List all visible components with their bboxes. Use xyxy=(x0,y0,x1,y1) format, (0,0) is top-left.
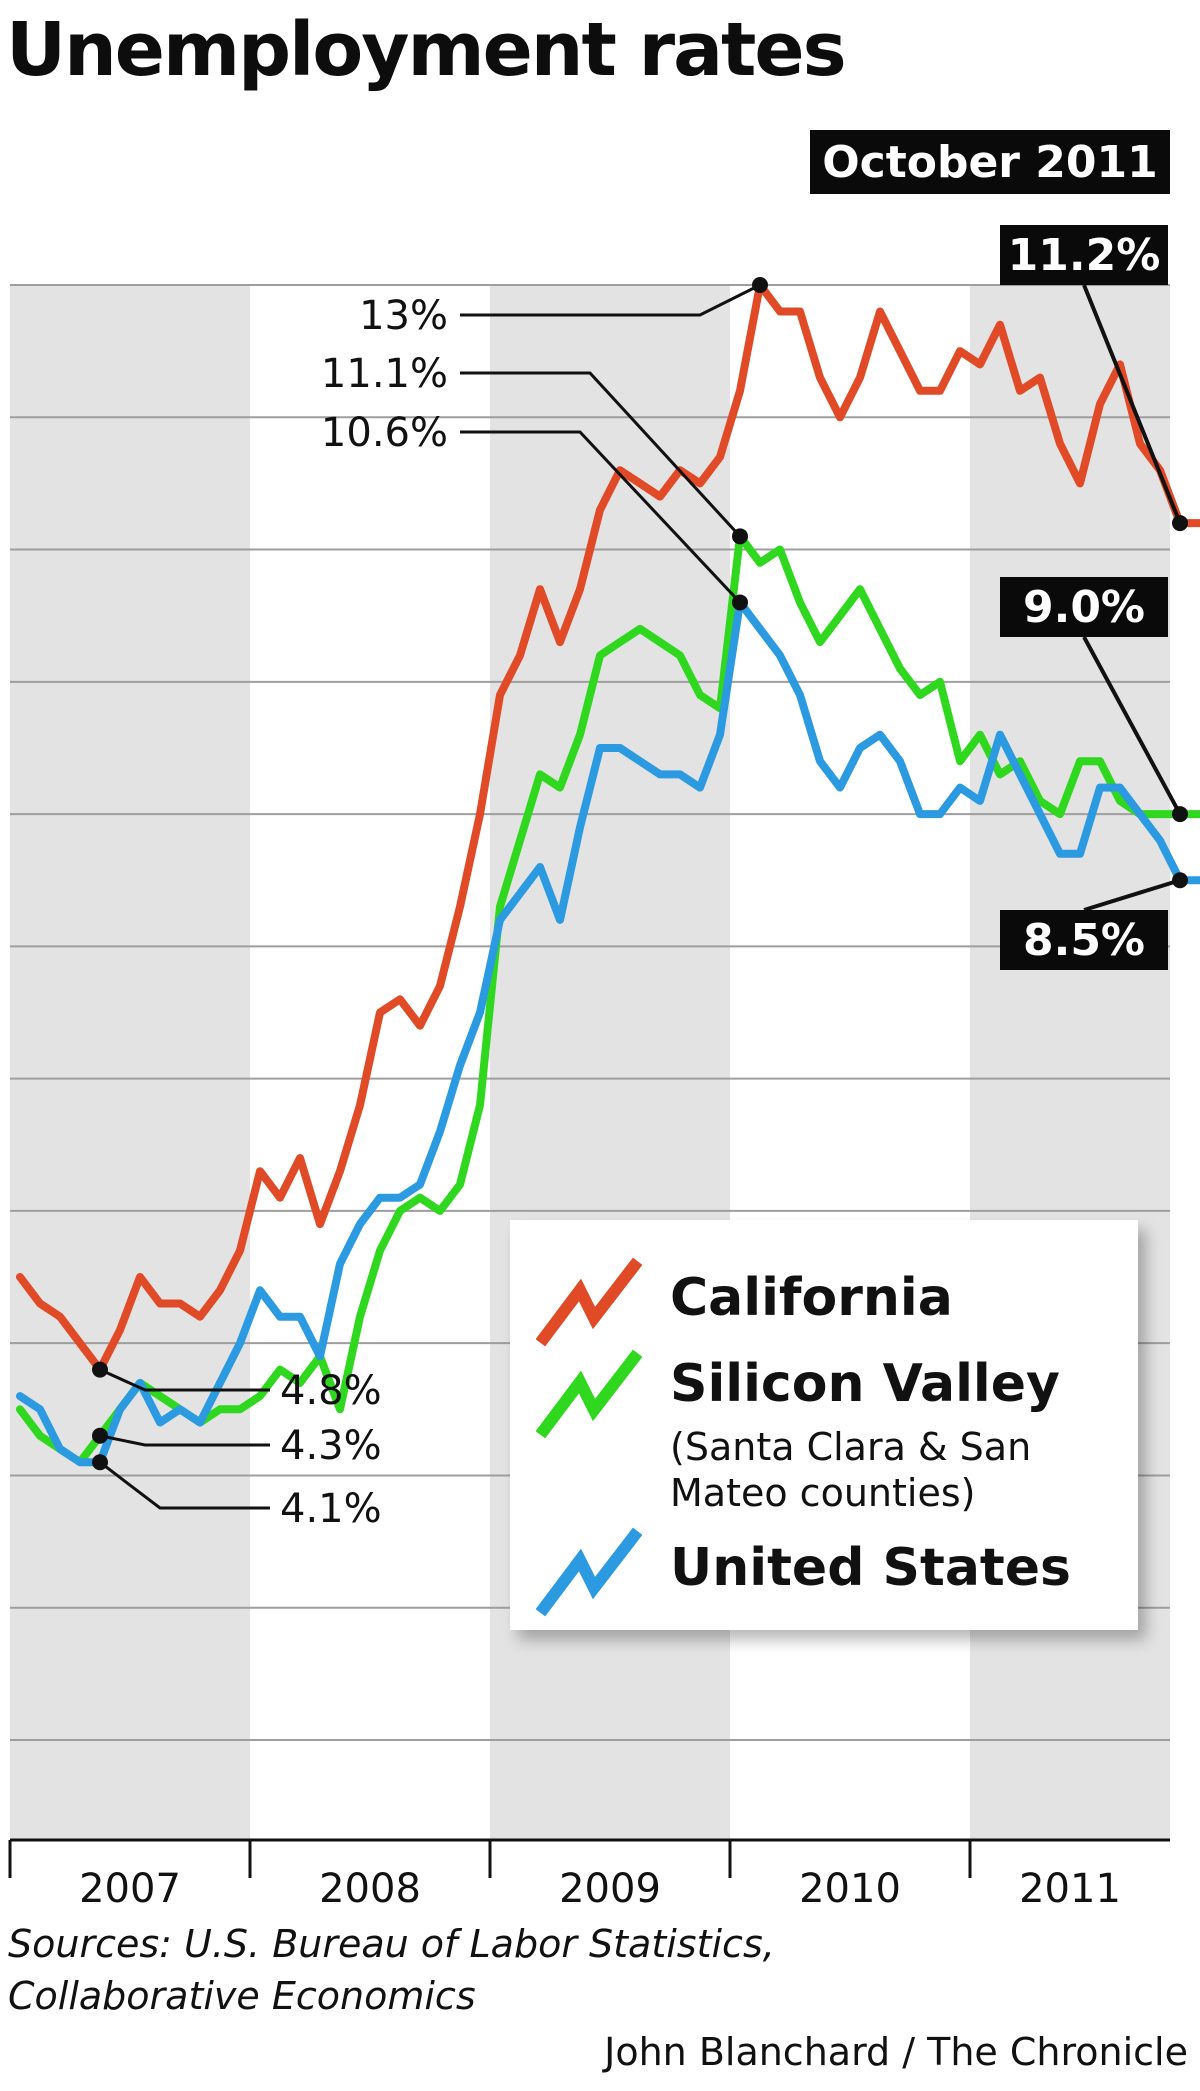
callout-dot-end-1 xyxy=(1172,806,1188,823)
callout-leader-low-2 xyxy=(99,1461,270,1510)
legend-item-california: California xyxy=(510,1246,1138,1356)
callout-dot-peak-0 xyxy=(752,277,768,293)
legend-sublabel-silicon-valley: (Santa Clara & San Mateo counties) xyxy=(670,1425,1032,1515)
callout-label-low-0: 4.8% xyxy=(280,1368,382,1414)
series-line-california xyxy=(16,281,1200,1374)
callout-dot-end-2 xyxy=(1172,872,1188,889)
legend-item-silicon-valley: Silicon Valley (Santa Clara & San Mateo … xyxy=(510,1338,1138,1515)
legend-label-united-states: United States xyxy=(670,1538,1071,1598)
callout-leader-low-0 xyxy=(99,1368,270,1392)
chart-legend: California Silicon Valley (Santa Clara &… xyxy=(510,1220,1138,1630)
year-band-2007 xyxy=(10,285,250,1840)
callout-label-low-1: 4.3% xyxy=(280,1423,382,1469)
chart-title: Unemployment rates xyxy=(6,7,847,93)
callout-leader-end-0 xyxy=(1082,284,1182,524)
callout-leader-peak-1 xyxy=(460,371,742,538)
callout-leader-peak-2 xyxy=(460,430,742,604)
year-label-2007: 2007 xyxy=(79,1866,181,1910)
legend-item-united-states: United States xyxy=(510,1516,1138,1626)
callout-dot-peak-1 xyxy=(732,528,748,545)
legend-label-silicon-valley: Silicon Valley xyxy=(670,1354,1060,1414)
callout-label-end-0: 11.2% xyxy=(1008,230,1161,281)
callout-leader-end-1 xyxy=(1082,636,1182,816)
year-label-2009: 2009 xyxy=(559,1866,661,1910)
callout-dot-low-1 xyxy=(92,1427,108,1444)
callout-label-end-2: 8.5% xyxy=(1023,915,1145,966)
legend-swatch-united-states xyxy=(536,1527,643,1617)
callout-dot-low-2 xyxy=(92,1454,108,1471)
year-label-2011: 2011 xyxy=(1019,1866,1121,1910)
year-label-2008: 2008 xyxy=(319,1866,421,1910)
callout-label-end-1-box xyxy=(1000,577,1168,637)
latest-date-label: October 2011 xyxy=(822,137,1158,188)
callout-leader-end-2 xyxy=(1083,878,1181,912)
callout-label-peak-0: 13% xyxy=(359,293,448,339)
credit-line: John Blanchard / The Chronicle xyxy=(604,2030,1188,2074)
callout-label-end-0-box xyxy=(1000,225,1168,285)
callout-label-end-1: 9.0% xyxy=(1023,582,1145,633)
callout-label-low-2: 4.1% xyxy=(280,1486,382,1532)
sources-note: Sources: U.S. Bureau of Labor Statistics… xyxy=(8,1922,775,2018)
callout-leader-peak-0 xyxy=(460,283,761,317)
callout-dot-low-0 xyxy=(92,1361,108,1378)
series-line-silicon-valley xyxy=(16,532,1200,1467)
latest-date-box xyxy=(810,130,1170,194)
callout-dot-end-0 xyxy=(1172,515,1188,532)
callout-label-peak-2: 10.6% xyxy=(321,410,448,456)
callout-leader-low-1 xyxy=(99,1434,270,1447)
callout-label-end-2-box xyxy=(1000,910,1168,970)
legend-label-california: California xyxy=(670,1268,953,1328)
year-label-2010: 2010 xyxy=(799,1866,901,1910)
callout-dot-peak-2 xyxy=(732,594,748,611)
legend-swatch-silicon-valley xyxy=(536,1349,643,1439)
callout-label-peak-1: 11.1% xyxy=(321,351,448,397)
legend-swatch-california xyxy=(536,1257,643,1347)
